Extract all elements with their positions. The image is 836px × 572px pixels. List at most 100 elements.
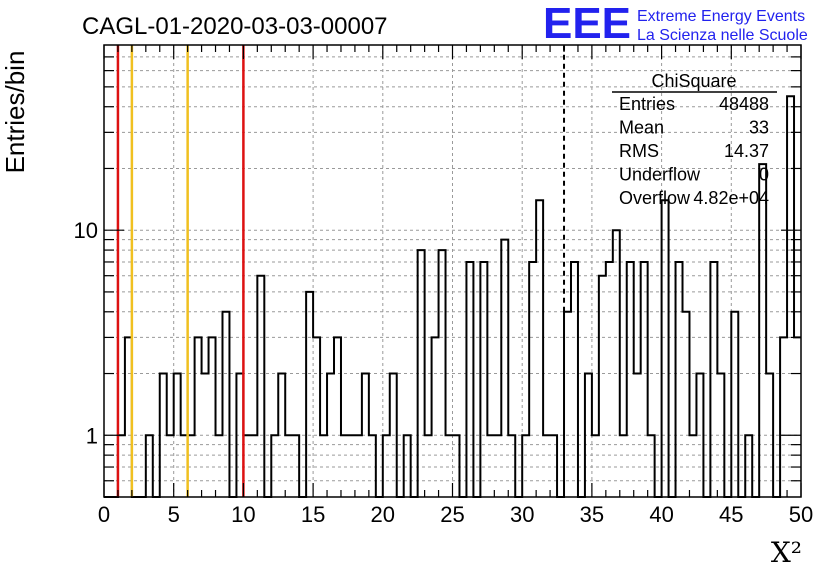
x-axis-label: X² [771, 536, 802, 569]
stats-label: Overflow [619, 188, 691, 208]
x-tick-label: 5 [168, 502, 180, 527]
y-tick-labels: 1 10 [74, 218, 98, 448]
stats-box: ChiSquare Entries 48488 Mean 33 RMS 14.37 Unde… [612, 71, 777, 208]
histogram-bin [160, 374, 167, 497]
y-tick-label: 10 [74, 218, 98, 243]
histogram-bin [146, 435, 153, 497]
histogram-bin [432, 337, 439, 497]
histogram-bin [167, 435, 174, 497]
histogram-bin [320, 435, 327, 497]
histogram-bin [780, 337, 787, 497]
stats-rows: Entries 48488 Mean 33 RMS 14.37 Underflow 0 Over… [619, 94, 769, 208]
eee-logo: EEE Extreme Energy Events La Scienza nel… [543, 0, 808, 48]
histogram-bin [564, 312, 571, 497]
histogram-bin [696, 374, 703, 497]
histogram-bin [439, 250, 446, 497]
histogram-bin [550, 435, 557, 497]
histogram-bin [648, 435, 655, 497]
histogram-bin [717, 374, 724, 497]
histogram-bin [508, 435, 515, 497]
histogram-bin [425, 435, 432, 497]
histogram-bin [634, 374, 641, 497]
histogram-bin [794, 337, 801, 497]
stats-value: 48488 [719, 94, 769, 114]
stats-value: 14.37 [724, 141, 769, 161]
histogram-bin [494, 435, 501, 497]
histogram-bin [731, 312, 738, 497]
histogram-bin [369, 435, 376, 497]
histogram-bin [341, 435, 348, 497]
histogram-bin [466, 262, 473, 497]
x-tick-label: 0 [98, 502, 110, 527]
x-tick-label: 20 [371, 502, 395, 527]
y-tick-label: 1 [86, 423, 98, 448]
x-tick-label: 10 [231, 502, 255, 527]
histogram-bin [599, 276, 606, 497]
histogram-bin [641, 262, 648, 497]
histogram-bin [383, 435, 390, 497]
histogram-bin [202, 374, 209, 497]
x-tick-label: 50 [789, 502, 813, 527]
histogram-bin [174, 374, 181, 497]
histogram-bin [627, 262, 634, 497]
x-tick-label: 25 [440, 502, 464, 527]
histogram-bin [745, 435, 752, 497]
histogram-bin [662, 200, 669, 497]
stats-value: 0 [759, 165, 769, 185]
histogram-bin [313, 337, 320, 497]
histogram-bin [404, 435, 411, 497]
histogram-bin [613, 230, 620, 497]
histogram-bin [710, 262, 717, 497]
y-axis-label: Entries/bin [0, 51, 30, 174]
histogram-bin [285, 435, 292, 497]
x-tick-label: 45 [719, 502, 743, 527]
logo-line-2: La Scienza nelle Scuole [637, 27, 808, 44]
histogram-bin [271, 435, 278, 497]
histogram-bin [250, 435, 257, 497]
histogram-bin [571, 262, 578, 497]
histogram-bin [216, 435, 223, 497]
histogram-bin [501, 240, 508, 497]
stats-title: ChiSquare [651, 71, 736, 91]
x-tick-label: 15 [301, 502, 325, 527]
histogram-bin [620, 435, 627, 497]
histogram-bin [362, 374, 369, 497]
histogram-bin [536, 200, 543, 497]
histogram-bin [446, 435, 453, 497]
histogram-bin [676, 262, 683, 497]
histogram-bin [390, 374, 397, 497]
histogram-bin [522, 435, 529, 497]
histogram-bin [585, 374, 592, 497]
stats-label: RMS [619, 141, 659, 161]
stats-value: 33 [749, 118, 769, 138]
grid-lines [104, 45, 801, 497]
histogram-bin [529, 262, 536, 497]
histogram-bin [480, 262, 487, 497]
histogram-bin [306, 292, 313, 497]
x-tick-label: 35 [580, 502, 604, 527]
histogram-bin [683, 312, 690, 497]
histogram-bin [592, 435, 599, 497]
logo-mark: EEE [543, 0, 631, 48]
x-tick-label: 40 [649, 502, 673, 527]
run-title: CAGL-01-2020-03-03-00007 [82, 13, 388, 40]
histogram-bin [355, 435, 362, 497]
histogram-bin [787, 96, 794, 497]
marker-lines [116, 45, 566, 497]
histogram-bin [543, 435, 550, 497]
histogram-bin [278, 374, 285, 497]
x-tick-label: 30 [510, 502, 534, 527]
stats-label: Entries [619, 94, 675, 114]
histogram-bin [418, 250, 425, 497]
histogram-bin [222, 312, 229, 497]
stats-label: Mean [619, 118, 664, 138]
histogram-bin [334, 337, 341, 497]
histogram-bin [689, 435, 696, 497]
histogram-bin [292, 435, 299, 497]
histogram-bin [759, 164, 766, 497]
x-tick-labels: 0 5 10 15 20 25 30 35 40 45 50 [98, 502, 813, 527]
axis-ticks [103, 45, 802, 497]
histogram-bin [195, 337, 202, 497]
logo-line-1: Extreme Energy Events [637, 8, 805, 25]
